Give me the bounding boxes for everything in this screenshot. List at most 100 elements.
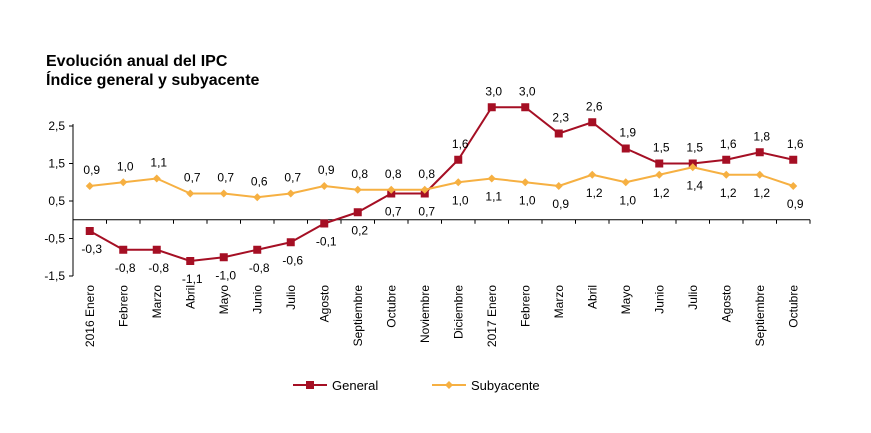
y-tick-label: 0,5 — [48, 194, 65, 208]
data-point — [722, 155, 731, 164]
x-category-label: Diciembre — [451, 285, 465, 339]
data-label-general: -0,8 — [115, 261, 136, 275]
data-point — [621, 144, 630, 153]
series-line — [89, 166, 794, 199]
data-label-subyacente: 1,2 — [653, 186, 670, 200]
data-label-general: 1,6 — [720, 137, 737, 151]
data-point — [554, 129, 563, 138]
data-label-subyacente: 0,7 — [184, 171, 201, 185]
data-label-general: -1,1 — [182, 272, 203, 286]
data-label-general: 2,6 — [586, 99, 603, 113]
x-category-label: Junio — [652, 285, 666, 314]
x-category-label: Julio — [686, 285, 700, 310]
data-point — [521, 103, 530, 112]
x-category-label: Octubre — [384, 285, 398, 328]
data-label-subyacente: 0,8 — [385, 167, 402, 181]
data-label-general: 1,6 — [452, 137, 469, 151]
data-point — [85, 227, 94, 235]
data-label-subyacente: 0,7 — [284, 171, 301, 185]
data-point — [152, 245, 161, 254]
legend: General Subyacente — [293, 378, 540, 393]
data-label-subyacente: 1,0 — [452, 193, 469, 207]
data-point — [655, 159, 664, 168]
data-label-general: -0,8 — [148, 261, 169, 275]
x-category-label: Febrero — [518, 285, 532, 327]
data-label-subyacente: 1,0 — [117, 159, 134, 173]
x-category-label: Mayo — [619, 285, 633, 315]
data-label-general: 1,5 — [686, 141, 703, 155]
data-point — [420, 185, 429, 194]
data-labels: -0,3 0,9 -0,8 1,0 -0,8 1,1 -1,1 0,7 -1,0 0,7 -0,8 0… — [81, 84, 804, 286]
data-point — [554, 182, 563, 190]
data-point — [320, 219, 329, 228]
data-point — [454, 155, 463, 164]
data-label-subyacente: 0,9 — [787, 197, 804, 211]
data-label-general: 0,7 — [418, 205, 435, 219]
y-tick-label: 1,5 — [48, 157, 65, 171]
data-label-subyacente: 0,9 — [552, 197, 569, 211]
data-point — [286, 238, 295, 247]
data-label-general: 1,6 — [787, 137, 804, 151]
data-point — [755, 148, 764, 157]
data-point — [320, 182, 329, 190]
data-point — [454, 178, 463, 187]
data-label-subyacente: 0,7 — [217, 171, 234, 185]
data-point — [688, 163, 697, 172]
data-point — [353, 208, 362, 217]
data-point — [286, 189, 295, 198]
data-point — [755, 170, 764, 179]
x-category-label: Marzo — [150, 285, 164, 319]
data-label-general: -1,0 — [215, 268, 236, 282]
data-label-general: -0,1 — [316, 235, 337, 249]
data-label-general: -0,8 — [249, 261, 270, 275]
x-category-label: Marzo — [552, 285, 566, 319]
y-tick-label: -0,5 — [44, 232, 65, 246]
data-label-general: 3,0 — [485, 84, 502, 98]
data-label-subyacente: 1,1 — [485, 190, 502, 204]
x-category-label: Febrero — [116, 285, 130, 327]
chart-axes: 2,5 1,5 0,5 -0,5 -1,5 2016 Enero Febrero Marzo A… — [44, 119, 811, 347]
data-label-subyacente: 0,6 — [251, 174, 268, 188]
data-point — [219, 253, 228, 262]
x-category-label: 2017 Enero — [485, 285, 499, 347]
chart-title: Evolución anual del IPC — [46, 53, 228, 70]
data-label-general: -0,3 — [81, 242, 102, 256]
data-point — [186, 189, 195, 198]
data-point — [722, 170, 731, 179]
data-label-general: 1,5 — [653, 141, 670, 155]
y-tick-label: -1,5 — [44, 269, 65, 283]
data-point — [789, 155, 798, 164]
legend-label: Subyacente — [471, 378, 540, 393]
data-label-general: -0,6 — [282, 253, 303, 267]
data-label-subyacente: 1,0 — [619, 193, 636, 207]
data-label-general: 1,9 — [619, 126, 636, 140]
data-point — [588, 170, 597, 179]
data-label-general: 1,8 — [753, 129, 770, 143]
data-point — [119, 245, 128, 254]
x-category-label: Noviembre — [418, 285, 432, 343]
data-point — [655, 170, 664, 179]
data-point — [119, 178, 128, 187]
x-category-label: Julio — [284, 285, 298, 310]
data-point — [253, 245, 262, 254]
data-point — [152, 174, 161, 183]
data-label-subyacente: 0,9 — [318, 163, 335, 177]
data-point — [789, 182, 798, 190]
data-label-subyacente: 0,8 — [418, 167, 435, 181]
data-point — [521, 178, 530, 187]
data-point — [588, 118, 597, 127]
x-category-label: Agosto — [719, 285, 733, 323]
legend-marker — [306, 381, 314, 389]
data-label-subyacente: 0,8 — [351, 167, 368, 181]
x-category-label: Mayo — [217, 285, 231, 315]
chart-subtitle: Índice general y subyacente — [46, 72, 260, 89]
data-label-subyacente: 1,2 — [720, 186, 737, 200]
data-label-subyacente: 1,1 — [150, 156, 167, 170]
data-point — [253, 193, 262, 202]
legend-marker — [445, 381, 453, 389]
y-tick-label: 2,5 — [48, 119, 65, 133]
data-label-general: 0,7 — [385, 205, 402, 219]
data-point — [387, 185, 396, 194]
data-label-general: 2,3 — [552, 111, 569, 125]
